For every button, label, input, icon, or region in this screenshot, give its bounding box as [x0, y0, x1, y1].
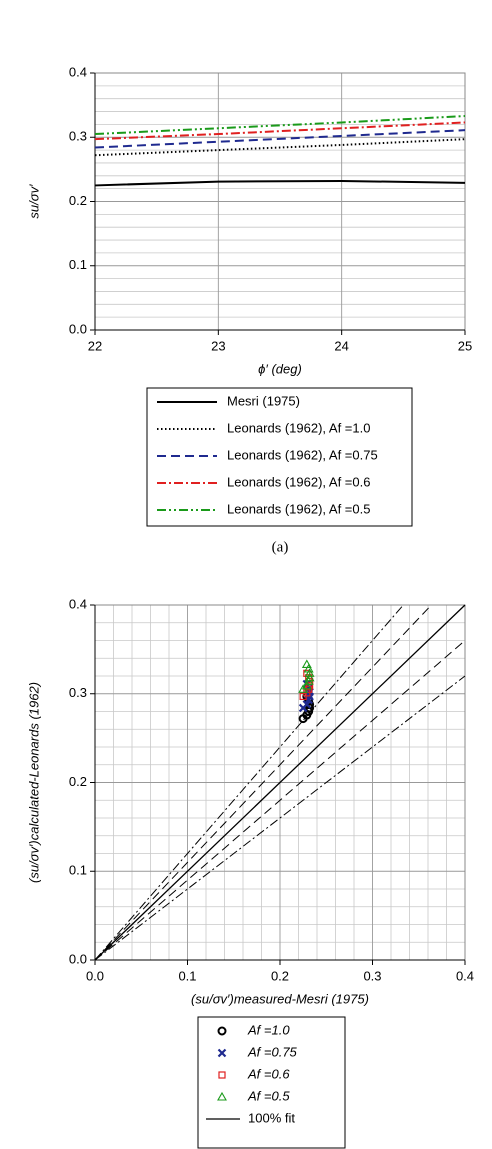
x-tick-label: 22 [88, 338, 102, 353]
legend-label: 100% fit [248, 1110, 295, 1125]
legend-label: Af =0.75 [247, 1044, 298, 1059]
y-tick-label: 0.4 [69, 64, 87, 79]
y-tick-label: 0.2 [69, 193, 87, 208]
legend-label: Leonards (1962), Af =0.5 [227, 501, 370, 516]
reference-line [94, 604, 432, 961]
point [304, 672, 315, 682]
caption: (a) [272, 539, 289, 555]
series-line [94, 138, 466, 157]
legend-label: Leonards (1962), Af =0.75 [227, 447, 378, 462]
legend-label: Mesri (1975) [227, 393, 300, 408]
y-tick-label: 0.0 [69, 321, 87, 336]
x-axis-label: (su/σv′)measured-Mesri (1975) [191, 991, 369, 1006]
legend-label: Af =0.5 [247, 1088, 290, 1103]
x-tick-label: 25 [458, 338, 472, 353]
series-line [94, 121, 466, 141]
x-tick-label: 24 [334, 338, 348, 353]
legend-swatch [218, 1071, 226, 1079]
x-tick-label: 0.1 [178, 968, 196, 983]
x-tick-label: 0.3 [363, 968, 381, 983]
x-tick-label: 23 [211, 338, 225, 353]
fit-line [94, 604, 466, 961]
series-line [94, 129, 466, 149]
x-axis-label: ϕ′ (deg) [258, 361, 302, 376]
legend-label: Leonards (1962), Af =0.6 [227, 474, 370, 489]
legend-label: Leonards (1962), Af =1.0 [227, 420, 370, 435]
legend-label: Af =0.6 [247, 1066, 290, 1081]
reference-line [94, 640, 466, 961]
reference-line [94, 604, 404, 961]
legend-swatch [217, 1048, 227, 1058]
y-axis-label: su/σv′ [26, 184, 41, 219]
legend-swatch [217, 1026, 227, 1036]
point [303, 663, 314, 673]
series-line [94, 179, 466, 187]
y-tick-label: 0.1 [69, 257, 87, 272]
legend-swatch [217, 1091, 227, 1101]
y-tick-label: 0.3 [69, 685, 87, 700]
legend-box [197, 1016, 346, 1149]
point [302, 700, 312, 709]
y-tick-label: 0.4 [69, 596, 87, 611]
x-tick-label: 0.0 [86, 968, 104, 983]
y-axis-label: (su/σv′)calculated-Leonards (1962) [26, 682, 41, 883]
y-tick-label: 0.0 [69, 951, 87, 966]
y-tick-label: 0.2 [69, 774, 87, 789]
point [301, 659, 312, 669]
point [301, 680, 312, 690]
x-tick-label: 0.2 [271, 968, 289, 983]
point [304, 668, 315, 677]
reference-line [94, 675, 466, 961]
x-tick-label: 0.4 [456, 968, 474, 983]
series-line [94, 115, 466, 136]
y-tick-label: 0.1 [69, 863, 87, 878]
y-tick-label: 0.3 [69, 129, 87, 144]
legend-label: Af =1.0 [247, 1022, 290, 1037]
